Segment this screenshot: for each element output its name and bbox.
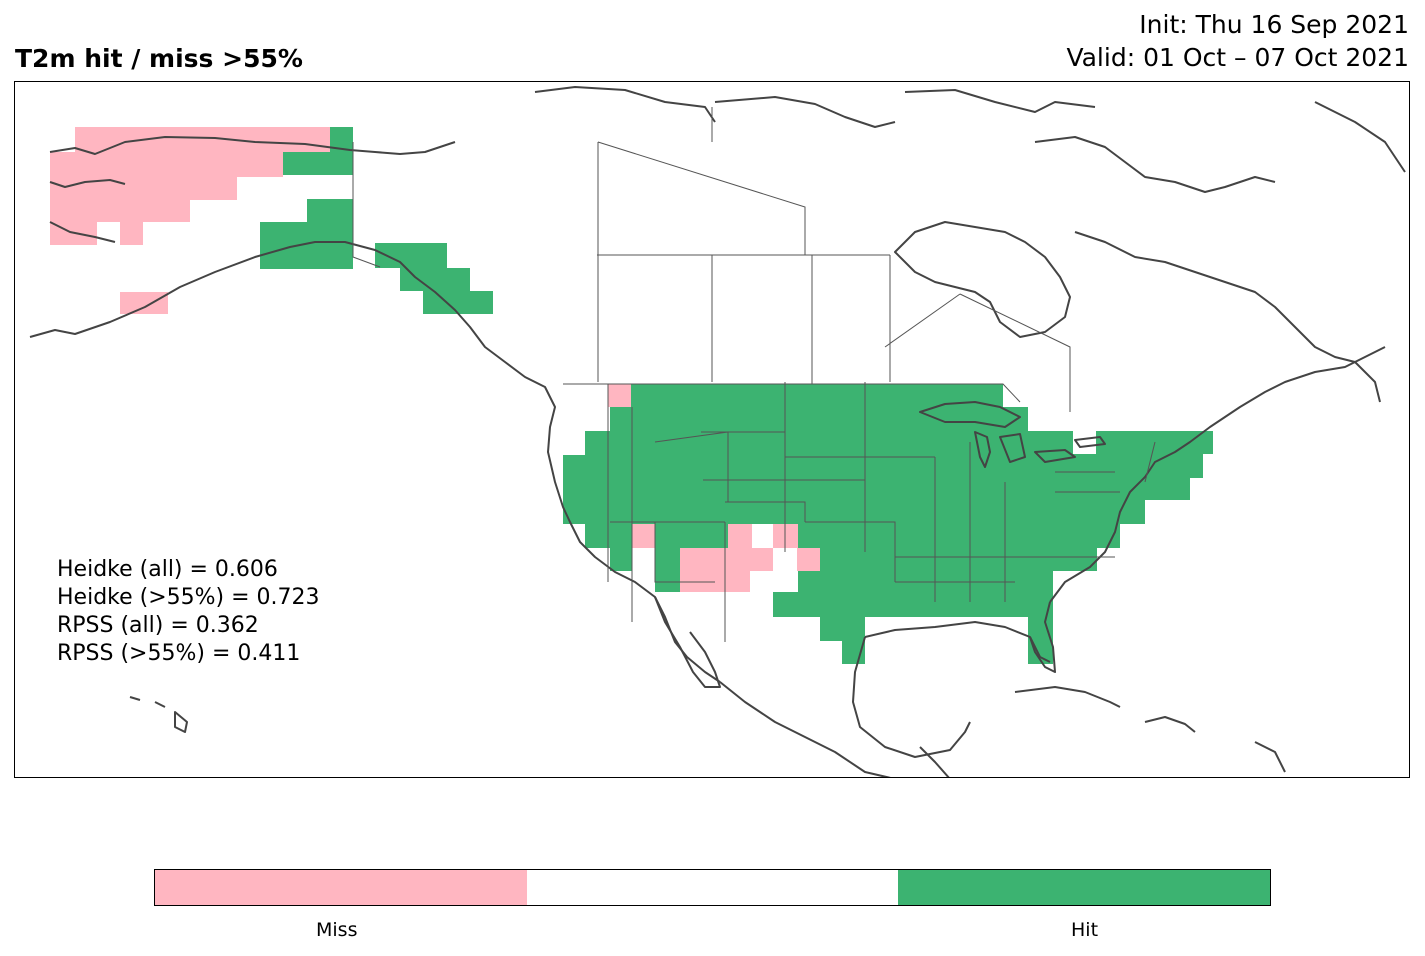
colorbar-label-miss: Miss	[316, 919, 358, 941]
colorbar-neutral-segment	[526, 870, 899, 905]
forecast-cells	[50, 127, 1213, 664]
borders	[352, 107, 1156, 642]
miss-cell	[120, 292, 168, 314]
coastlines	[29, 86, 1406, 777]
map-panel	[14, 81, 1410, 778]
colorbar-hit-segment	[898, 870, 1271, 905]
hit-region-conus	[563, 384, 1213, 664]
skill-scores: Heidke (all) = 0.606 Heidke (>55%) = 0.7…	[57, 556, 320, 668]
colorbar-label-hit: Hit	[1071, 919, 1099, 941]
init-date: Init: Thu 16 Sep 2021	[1139, 10, 1409, 39]
miss-region-alaska	[50, 127, 330, 245]
miss-cell	[797, 548, 820, 571]
heidke-gt55-score: Heidke (>55%) = 0.723	[57, 585, 320, 610]
map-canvas	[29, 86, 1406, 777]
miss-region-southwest	[655, 524, 798, 592]
valid-period: Valid: 01 Oct – 07 Oct 2021	[1066, 43, 1409, 72]
rpss-gt55-score: RPSS (>55%) = 0.411	[57, 641, 301, 666]
rpss-all-score: RPSS (all) = 0.362	[57, 613, 259, 638]
miss-cell	[608, 384, 631, 407]
hit-region-panhandle	[375, 243, 493, 314]
map-title: T2m hit / miss >55%	[15, 44, 303, 73]
heidke-all-score: Heidke (all) = 0.606	[57, 557, 278, 582]
hit-region-alaska-south	[260, 199, 353, 269]
miss-cell	[632, 524, 655, 548]
colorbar-miss-segment	[155, 870, 527, 905]
colorbar	[154, 869, 1271, 906]
hit-region-alaska	[283, 127, 353, 175]
